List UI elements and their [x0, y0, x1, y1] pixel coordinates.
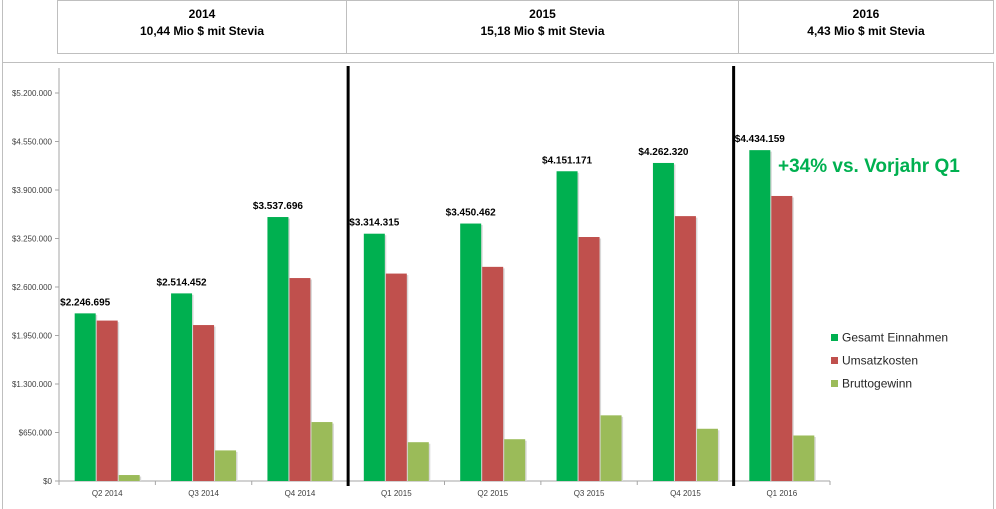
bar-gesamt-einnahmen [267, 217, 289, 481]
bar-bruttogewinn [407, 442, 429, 481]
y-tick-label: $1.950.000 [12, 332, 53, 341]
x-tick-label: Q3 2015 [574, 489, 605, 498]
y-tick-label: $650.000 [19, 429, 53, 438]
label-layer: $2.246.695 $2.514.452 $3.537.696 $3.314.315… [60, 134, 785, 308]
chart-border-top [2, 62, 994, 63]
header-amount: 15,18 Mio $ mit Stevia [480, 24, 605, 38]
y-tick-label: $3.250.000 [12, 235, 53, 244]
x-tick-label: Q1 2016 [766, 489, 797, 498]
axis-layer: $0 $650.000 $1.300.000 $1.950.000 $2.600.000… [12, 68, 831, 498]
header-panel-2016: 2016 4,43 Mio $ mit Stevia [738, 0, 994, 54]
bar-umsatzkosten [771, 195, 793, 481]
bar-gesamt-einnahmen [460, 223, 482, 481]
bar-bruttogewinn [311, 422, 333, 481]
header-year: 2015 [529, 7, 556, 21]
bar-umsatzkosten [482, 266, 504, 481]
legend-swatch [831, 334, 838, 341]
bar-umsatzkosten [96, 320, 118, 481]
sheet-border-left [2, 0, 3, 509]
data-label: $3.314.315 [349, 218, 399, 229]
x-tick-label: Q2 2015 [477, 489, 508, 498]
bar-umsatzkosten [385, 273, 407, 481]
x-tick-label: Q2 2014 [92, 489, 123, 498]
data-label: $3.537.696 [253, 201, 303, 212]
bar-umsatzkosten [193, 325, 215, 481]
y-tick-label: $0 [43, 477, 52, 486]
bar-umsatzkosten [674, 216, 696, 481]
header-amount: 4,43 Mio $ mit Stevia [807, 24, 925, 38]
header-year: 2014 [188, 7, 216, 21]
legend-swatch [831, 357, 838, 364]
annotation-text: +34% vs. Vorjahr Q1 [778, 156, 960, 177]
x-tick-label: Q4 2015 [670, 489, 701, 498]
divider-layer [346, 66, 736, 486]
data-label: $4.151.171 [542, 155, 592, 166]
bar-gesamt-einnahmen [749, 150, 771, 481]
data-label: $3.450.462 [446, 208, 496, 219]
x-tick-label: Q3 2014 [188, 489, 219, 498]
legend-label: Bruttogewinn [842, 377, 912, 391]
bar-umsatzkosten [289, 278, 311, 481]
bar-gesamt-einnahmen [171, 293, 193, 481]
bar-bruttogewinn [504, 439, 526, 481]
legend-label: Gesamt Einnahmen [842, 331, 948, 345]
bar-gesamt-einnahmen [556, 171, 578, 481]
y-tick-label: $2.600.000 [12, 283, 53, 292]
bar-gesamt-einnahmen [74, 313, 96, 481]
legend-label: Umsatzkosten [842, 354, 918, 368]
header-year: 2016 [852, 7, 880, 21]
header-panel-2014: 2014 10,44 Mio $ mit Stevia [57, 0, 347, 54]
bar-gesamt-einnahmen [363, 233, 385, 481]
y-tick-label: $1.300.000 [12, 380, 53, 389]
legend: Gesamt Einnahmen Umsatzkosten Bruttogewinn [831, 331, 948, 391]
data-label: $2.514.452 [157, 277, 207, 288]
bar-layer [74, 150, 816, 482]
x-tick-label: Q4 2014 [285, 489, 316, 498]
data-label: $2.246.695 [60, 297, 110, 308]
y-tick-label: $3.900.000 [12, 186, 53, 195]
data-label: $4.434.159 [735, 134, 785, 145]
bar-bruttogewinn [696, 428, 718, 481]
bar-gesamt-einnahmen [652, 162, 674, 482]
sheet-border-right [993, 62, 994, 509]
bar-bruttogewinn [215, 450, 237, 481]
header-amount: 10,44 Mio $ mit Stevia [139, 24, 265, 38]
legend-swatch [831, 380, 838, 387]
bar-umsatzkosten [578, 237, 600, 481]
bar-bruttogewinn [600, 415, 622, 481]
x-tick-label: Q1 2015 [381, 489, 412, 498]
y-tick-label: $5.200.000 [12, 89, 53, 98]
data-label: $4.262.320 [638, 147, 688, 158]
bar-bruttogewinn [118, 475, 140, 481]
y-tick-label: $4.550.000 [12, 138, 53, 147]
bar-bruttogewinn [793, 435, 815, 481]
